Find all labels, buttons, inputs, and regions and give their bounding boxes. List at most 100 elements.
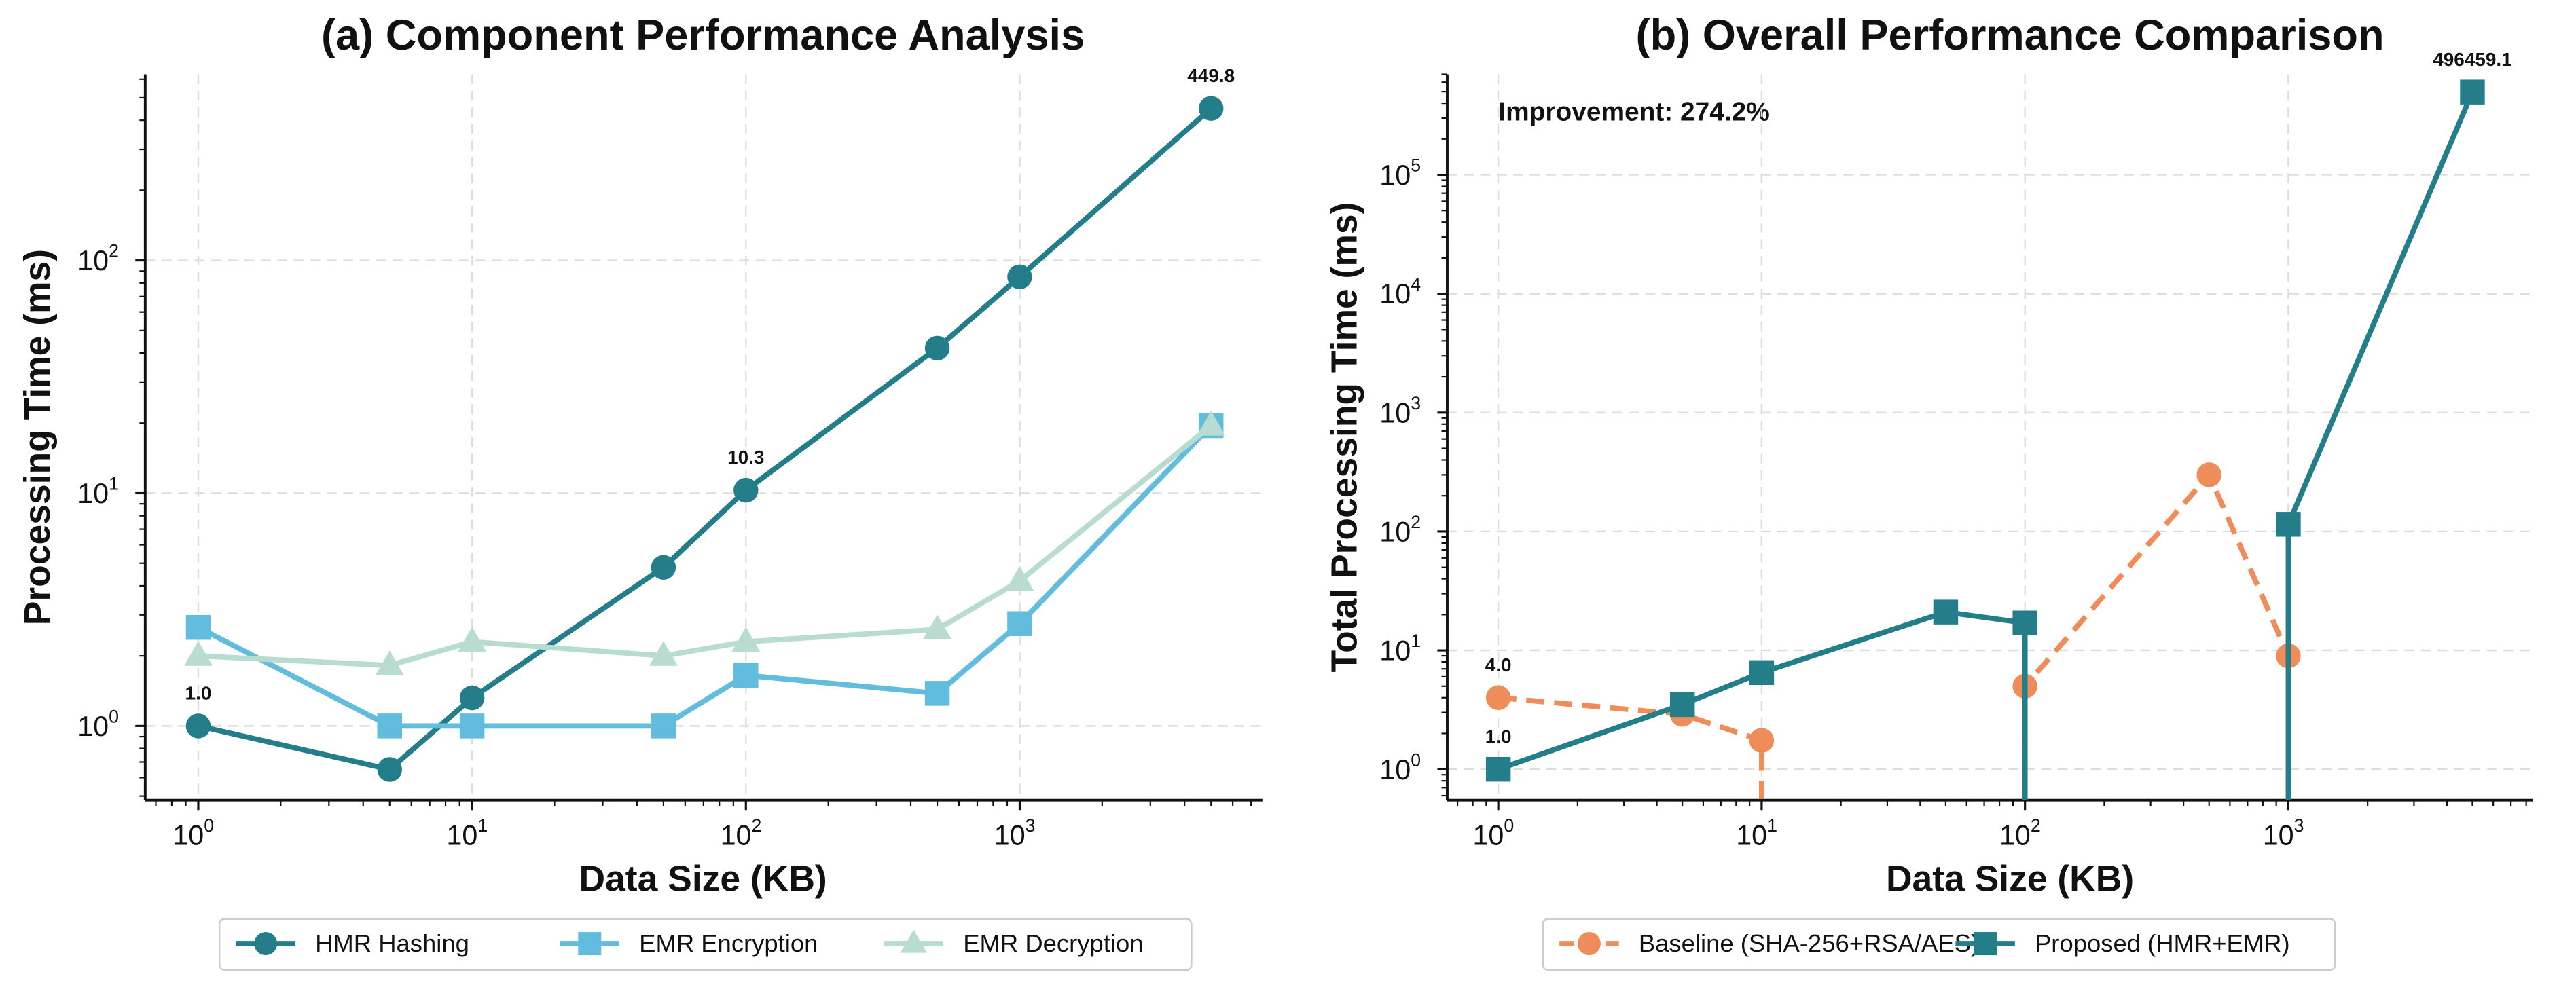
y-tick-label: 105 [1379, 155, 1421, 191]
y-tick-label: 102 [77, 241, 119, 276]
y-tick-exponent: 0 [109, 707, 119, 727]
marker-triangle [731, 627, 761, 652]
data-label: 449.8 [1187, 65, 1235, 86]
x-tick-label: 103 [994, 815, 1036, 851]
x-tick-exponent: 3 [1026, 815, 1036, 836]
y-tick-exponent: 3 [1411, 393, 1421, 413]
marker-circle [1007, 264, 1032, 290]
data-label: 10.3 [727, 447, 764, 468]
plot-area [1485, 79, 2485, 800]
marker-square [1007, 611, 1032, 636]
y-axis-label: Processing Time (ms) [18, 249, 58, 625]
series-line [1498, 472, 2291, 800]
y-tick-exponent: 4 [1411, 274, 1421, 295]
y-tick-label: 104 [1379, 274, 1421, 310]
data-label: 496459.1 [2433, 49, 2512, 70]
marker-square [1485, 756, 1511, 782]
marker-square [1974, 932, 1997, 956]
y-tick-exponent: 1 [109, 474, 119, 494]
marker-square [377, 713, 402, 739]
y-tick-exponent: 0 [1411, 749, 1421, 770]
legend-label: EMR Encryption [639, 929, 818, 957]
series-hmr-hashing [185, 96, 1224, 782]
x-tick-exponent: 0 [1504, 815, 1514, 836]
legend-box [218, 918, 1193, 971]
x-tick-exponent: 2 [2031, 815, 2041, 836]
marker-triangle [900, 929, 927, 953]
x-axis-label: Data Size (KB) [1886, 859, 2134, 899]
x-tick-label: 102 [721, 815, 762, 851]
legend-label: EMR Decryption [963, 929, 1143, 957]
panel-b-overall-performance: (b) Overall Performance Comparison Data … [1324, 12, 2533, 971]
y-tick-label: 101 [1379, 631, 1421, 666]
marker-triangle [375, 650, 404, 675]
data-label: 1.0 [1485, 726, 1512, 747]
marker-square [2460, 79, 2485, 105]
marker-square [2012, 610, 2037, 635]
marker-square [733, 663, 759, 688]
series-proposed-hmr-emr- [1485, 79, 2485, 800]
x-tick-label: 101 [446, 815, 488, 851]
marker-circle [1749, 728, 1775, 753]
x-tick-label: 100 [1472, 815, 1514, 851]
chart-title: (b) Overall Performance Comparison [1636, 12, 2384, 59]
series-line [197, 424, 1214, 729]
series-baseline-sha-256-rsa-aes- [1485, 462, 2301, 800]
legend-label: HMR Hashing [315, 929, 469, 957]
marker-square [1933, 599, 1959, 625]
x-tick-exponent: 2 [752, 815, 762, 836]
series-emr-encryption [185, 413, 1224, 739]
marker-square [185, 615, 211, 640]
y-tick-label: 103 [1379, 393, 1421, 428]
x-tick-label: 101 [1736, 815, 1777, 851]
marker-square [459, 713, 485, 739]
x-tick-label: 103 [2263, 815, 2304, 851]
marker-square [651, 713, 676, 739]
y-tick-exponent: 1 [1411, 631, 1421, 651]
y-tick-exponent: 5 [1411, 155, 1421, 176]
x-tick-label: 102 [1999, 815, 2041, 851]
marker-circle [1577, 932, 1601, 956]
marker-circle [185, 713, 211, 739]
y-axis-label: Total Processing Time (ms) [1324, 202, 1364, 673]
series-line [198, 106, 1213, 773]
marker-circle [254, 932, 278, 956]
marker-circle [733, 477, 759, 503]
x-tick-label: 100 [173, 815, 214, 851]
y-tick-exponent: 2 [1411, 512, 1421, 532]
marker-square [924, 681, 950, 706]
marker-circle [651, 555, 676, 580]
marker-circle [377, 757, 402, 782]
data-label: 1.0 [185, 682, 212, 703]
plot-area [184, 96, 1226, 782]
series-emr-decryption [184, 411, 1226, 675]
y-tick-label: 100 [1379, 749, 1421, 785]
marker-circle [1199, 96, 1224, 121]
marker-triangle [1197, 411, 1226, 436]
y-tick-label: 101 [77, 474, 119, 509]
marker-square [1669, 692, 1695, 718]
panel-a-component-performance: (a) Component Performance Analysis Data … [18, 12, 1263, 971]
improvement-text: Improvement: 274.2% [1498, 98, 1770, 127]
marker-triangle [458, 627, 487, 652]
marker-square [2276, 512, 2301, 537]
marker-circle [2196, 462, 2221, 487]
legend-label: Proposed (HMR+EMR) [2035, 929, 2290, 957]
marker-square [578, 932, 602, 956]
y-tick-label: 100 [77, 707, 119, 742]
marker-triangle [184, 641, 213, 666]
series-line [198, 424, 1213, 669]
legend: HMR Hashing EMR Encryption EMR Decryption [218, 918, 1193, 971]
legend-label: Baseline (SHA-256+RSA/AES) [1639, 929, 1979, 957]
legend: Baseline (SHA-256+RSA/AES) Proposed (HMR+… [1542, 918, 2336, 971]
x-tick-exponent: 1 [1767, 815, 1777, 836]
x-tick-exponent: 3 [2294, 815, 2304, 836]
x-axis-label: Data Size (KB) [579, 859, 827, 899]
y-tick-label: 102 [1379, 512, 1421, 547]
chart-title: (a) Component Performance Analysis [321, 12, 1085, 59]
x-tick-exponent: 0 [204, 815, 214, 836]
marker-square [1749, 660, 1775, 686]
x-tick-exponent: 1 [477, 815, 488, 836]
series-line [1497, 91, 2475, 800]
